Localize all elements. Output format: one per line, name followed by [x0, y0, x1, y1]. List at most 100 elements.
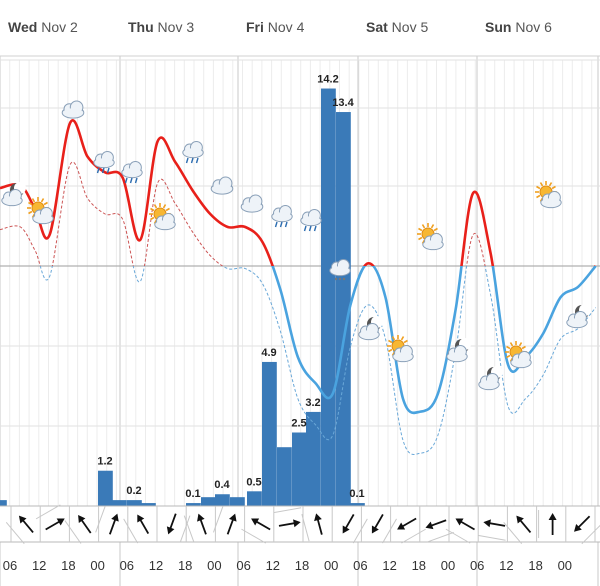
- snow-cloud-icon: [329, 259, 351, 281]
- day-label: Wed Nov 2: [8, 19, 78, 35]
- day-label: Thu Nov 3: [128, 19, 194, 35]
- wind-arrow: [397, 517, 426, 544]
- day-name: Wed: [8, 19, 37, 35]
- rain-cloud-icon: [182, 141, 204, 164]
- day-label: Sat Nov 5: [366, 19, 428, 35]
- precip-label: 0.1: [349, 488, 364, 500]
- hour-tick-label: 00: [558, 558, 572, 573]
- precip-bar: [247, 491, 262, 506]
- temperature-line-warm: [0, 119, 596, 266]
- day-name: Fri: [246, 19, 264, 35]
- moon-cloud-icon: [566, 304, 591, 329]
- precip-bar: [277, 447, 292, 506]
- precip-bar: [306, 411, 321, 506]
- wind-arrow: [241, 518, 271, 544]
- wind-arrow: [95, 505, 119, 535]
- hour-tick-label: 18: [528, 558, 542, 573]
- day-name: Sun: [485, 19, 511, 35]
- day-name: Sat: [366, 19, 388, 35]
- day-label: Fri Nov 4: [246, 19, 305, 35]
- precip-label: 13.4: [332, 97, 354, 109]
- moon-cloud-icon: [446, 338, 471, 363]
- precip-label: 0.1: [185, 488, 200, 500]
- hour-tick-label: 06: [3, 558, 17, 573]
- wind-arrow: [273, 507, 302, 528]
- hour-tick-label: 00: [90, 558, 104, 573]
- precip-bar: [215, 494, 230, 506]
- wind-arrow: [123, 514, 150, 544]
- hour-tick-label: 12: [382, 558, 396, 573]
- day-date: Nov 2: [37, 19, 78, 35]
- precip-bar: [127, 500, 142, 506]
- hour-tick-label: 12: [149, 558, 163, 573]
- precip-bar: [201, 497, 216, 506]
- day-label: Sun Nov 6: [485, 19, 552, 35]
- precip-label: 1.2: [97, 456, 112, 468]
- hour-tick-label: 12: [266, 558, 280, 573]
- day-date: Nov 3: [154, 19, 195, 35]
- cloud-icon: [210, 176, 234, 195]
- precip-label: 0.2: [126, 485, 141, 497]
- hour-tick-label: 18: [61, 558, 75, 573]
- wind-arrow: [64, 514, 92, 544]
- rain-cloud-icon: [93, 151, 115, 174]
- sun-cloud-icon: [417, 223, 444, 251]
- day-date: Nov 6: [511, 19, 552, 35]
- precip-label: 3.2: [305, 397, 320, 409]
- wind-arrow: [166, 513, 191, 543]
- precip-bar: [0, 500, 7, 506]
- hour-tick-label: 12: [32, 558, 46, 573]
- hour-tick-label: 00: [441, 558, 455, 573]
- hour-tick-label: 18: [295, 558, 309, 573]
- hour-tick-label: 00: [207, 558, 221, 573]
- sun-cloud-icon: [535, 181, 562, 209]
- precip-bar: [98, 470, 113, 506]
- precip-bar: [350, 503, 365, 506]
- cloud-icon: [240, 194, 264, 213]
- hour-tick-label: 18: [412, 558, 426, 573]
- moon-cloud-icon: [478, 366, 503, 391]
- precip-label: 14.2: [317, 74, 338, 86]
- precip-label: 2.5: [291, 418, 306, 430]
- wind-arrow: [342, 514, 368, 544]
- precip-bar: [230, 497, 245, 506]
- precip-bar: [321, 88, 336, 507]
- hour-tick-label: 00: [324, 558, 338, 573]
- wind-arrow: [477, 519, 506, 541]
- precip-bar: [141, 503, 156, 506]
- precip-bar: [262, 361, 277, 506]
- precip-bar: [292, 432, 307, 506]
- day-date: Nov 4: [264, 19, 305, 35]
- hour-tick-label: 18: [178, 558, 192, 573]
- temperature-line-cold: [271, 266, 597, 415]
- precip-bar: [186, 503, 201, 506]
- moon-cloud-icon: [358, 316, 383, 341]
- rain-cloud-icon: [271, 205, 293, 228]
- precip-label: 4.9: [261, 347, 276, 359]
- rain-cloud-icon: [121, 161, 143, 184]
- wind-arrow: [5, 515, 34, 545]
- precip-bar: [112, 500, 127, 506]
- wind-arrow: [538, 510, 557, 538]
- hour-tick-label: 06: [120, 558, 134, 573]
- wind-strip: [0, 506, 600, 542]
- cloud-icon: [61, 100, 85, 119]
- sun-cloud-icon: [387, 335, 414, 363]
- wind-arrow: [503, 515, 532, 545]
- hour-tick-label: 12: [499, 558, 513, 573]
- sun-cloud-icon: [505, 341, 532, 369]
- wind-arrow: [445, 518, 475, 544]
- sun-cloud-icon: [149, 203, 176, 231]
- sun-cloud-icon: [27, 197, 54, 225]
- hour-tick-label: 06: [353, 558, 367, 573]
- rain-cloud-icon: [300, 209, 322, 232]
- wind-arrow: [574, 515, 600, 545]
- hour-tick-label: 06: [236, 558, 250, 573]
- precip-label: 0.4: [214, 479, 230, 491]
- feels-like-cold-line: [39, 266, 597, 455]
- header-strip: [0, 0, 600, 56]
- moon-cloud-icon: [1, 182, 26, 207]
- day-date: Nov 5: [388, 19, 429, 35]
